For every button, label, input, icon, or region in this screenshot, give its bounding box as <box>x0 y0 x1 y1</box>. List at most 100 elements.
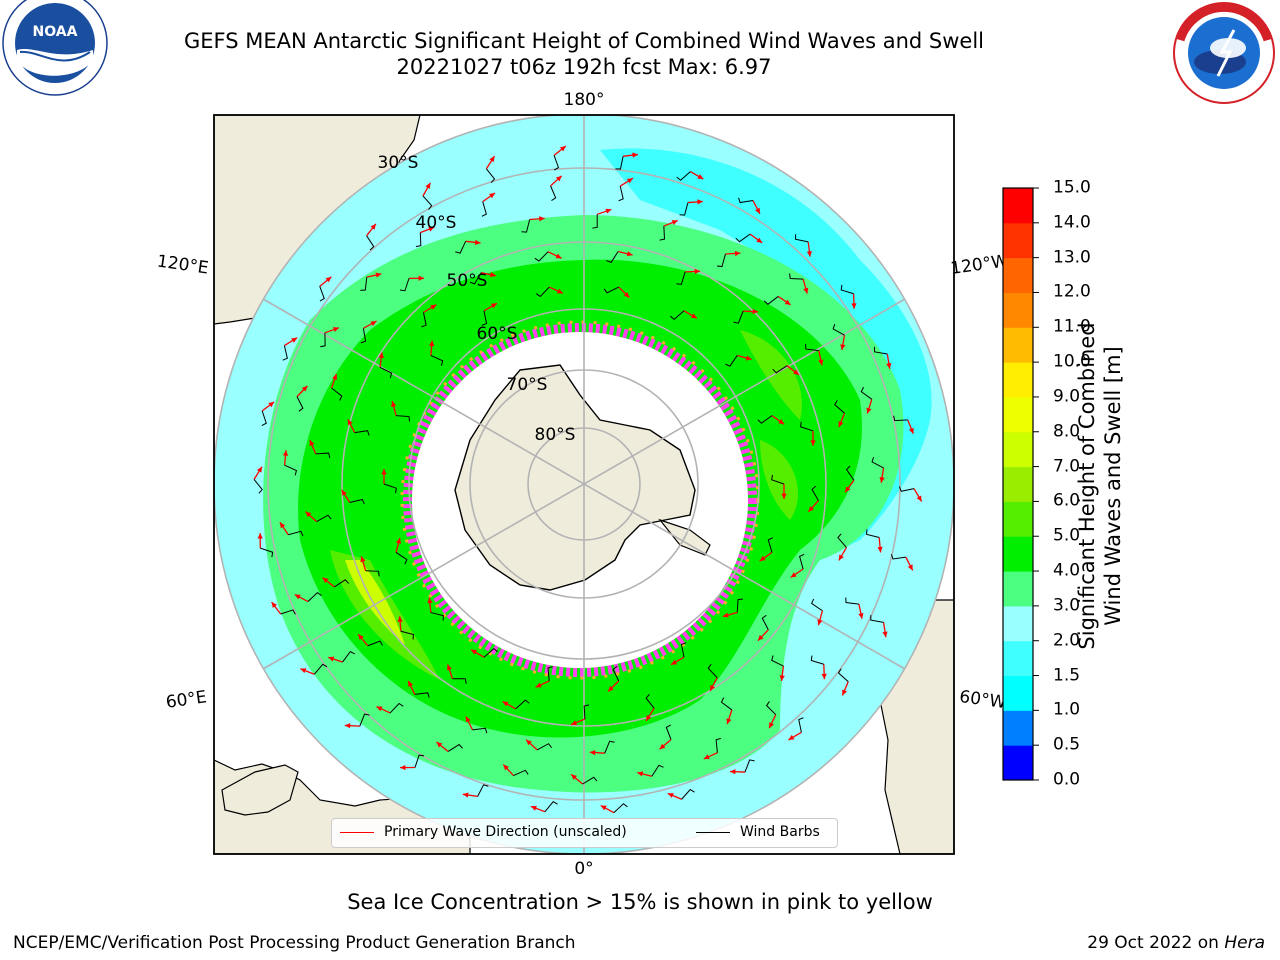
wind-barb <box>396 415 411 422</box>
wind-barb <box>481 310 488 326</box>
wave-direction-arrowhead <box>271 602 277 608</box>
legend-item-wave-direction: Primary Wave Direction (unscaled) <box>340 824 627 840</box>
colorbar <box>1003 187 1039 781</box>
svg-text:NOAA: NOAA <box>33 24 78 40</box>
wind-barb <box>720 697 733 711</box>
wave-direction-arrowhead <box>671 220 678 225</box>
wave-direction-arrowhead <box>757 634 764 641</box>
wind-barb <box>873 346 888 355</box>
wind-barb <box>383 483 397 494</box>
wind-barb <box>845 597 859 605</box>
wave-direction-arrowhead <box>526 739 532 746</box>
wind-barb <box>284 464 298 476</box>
wave-direction-arrowhead <box>608 685 614 692</box>
wave-direction-arrowhead <box>489 192 495 199</box>
wave-direction-arrowhead <box>341 489 347 496</box>
wind-barb <box>715 737 722 753</box>
wind-barb <box>414 692 430 698</box>
colorbar-segment <box>1003 292 1033 328</box>
wind-barb <box>733 310 744 324</box>
colorbar-segment <box>1003 571 1033 607</box>
wind-barb <box>544 801 558 812</box>
wave-direction-arrowhead <box>722 612 729 618</box>
wave-direction-arrowhead <box>810 440 816 446</box>
legend-label-wind-barbs: Wind Barbs <box>740 824 820 840</box>
wave-direction-arrowhead <box>491 303 497 309</box>
colorbar-tick-label: 0.0 <box>1053 769 1081 790</box>
wind-barb <box>761 614 769 631</box>
wind-barb <box>670 310 685 321</box>
wind-barb <box>736 598 744 613</box>
wind-barb <box>834 400 845 414</box>
colorbar-segment <box>1003 640 1033 677</box>
legend: Primary Wave Direction (unscaled) Wind B… <box>331 818 838 848</box>
chart-subtitle: 20221027 t06z 192h fcst Max: 6.97 <box>396 55 772 79</box>
wave-direction-arrowhead <box>559 145 566 152</box>
legend-label-wave-direction: Primary Wave Direction (unscaled) <box>384 824 627 840</box>
wind-barb-swatch <box>696 831 730 833</box>
wave-direction-arrowhead <box>806 251 812 257</box>
wind-barb <box>365 570 380 577</box>
colorbar-tick-label: 7.0 <box>1053 456 1081 477</box>
wind-barb <box>307 591 322 602</box>
wave-direction-arrowhead <box>726 718 732 725</box>
footer-date: 29 Oct 2022 on Hera <box>1087 933 1265 953</box>
wind-barb <box>665 724 672 740</box>
wave-direction-arrowhead <box>916 495 922 502</box>
wave-direction-arrowhead <box>556 288 563 294</box>
wave-direction-arrowhead <box>305 511 312 518</box>
wave-direction-arrowhead <box>462 792 469 798</box>
wave-direction-arrowhead <box>555 253 562 259</box>
wind-barb <box>604 740 615 754</box>
wave-direction-arrowhead <box>907 564 913 571</box>
colorbar-segment <box>1003 466 1033 502</box>
wind-barb <box>354 430 370 436</box>
wind-barb <box>452 678 467 684</box>
wave-direction-arrowhead <box>866 407 872 414</box>
wind-barb <box>513 769 529 777</box>
wind-barb <box>379 366 393 379</box>
wind-barb <box>535 286 550 298</box>
wind-barb <box>837 533 847 548</box>
wind-barb <box>430 354 444 366</box>
sea-ice-edge <box>403 323 757 677</box>
wave-direction-arrowhead <box>605 208 612 214</box>
colorbar-tick-label: 6.0 <box>1053 490 1081 511</box>
colorbar-segment <box>1003 222 1033 259</box>
colorbar-segment <box>1003 362 1033 398</box>
wind-barb <box>349 498 365 505</box>
wind-barb <box>486 168 496 184</box>
lon-label-60e: 60°E <box>165 687 208 712</box>
wind-barb <box>430 612 444 621</box>
lon-label-180: 180° <box>564 90 605 110</box>
colorbar-title-line2: Wind Waves and Swell [m] <box>1101 346 1125 626</box>
wind-barb <box>680 642 687 658</box>
wave-direction-arrowhead <box>408 680 413 687</box>
wave-direction-arrowhead <box>555 175 562 182</box>
colorbar-segment <box>1003 710 1033 746</box>
wind-barb <box>735 233 751 243</box>
wind-barb <box>296 396 304 412</box>
wind-barb <box>870 615 884 623</box>
wave-direction-arrowhead <box>291 337 298 343</box>
wave-direction-arrowhead <box>817 619 823 626</box>
wave-direction-arrowhead <box>752 308 759 315</box>
wave-direction-arrowhead <box>282 450 289 456</box>
wind-barb <box>767 537 773 553</box>
wind-barb <box>840 284 854 295</box>
wind-barb <box>651 764 664 777</box>
wave-direction-arrowhead <box>474 239 481 245</box>
wave-direction-arrowhead <box>886 363 892 369</box>
wave-direction-arrowhead <box>503 764 509 771</box>
wind-barb <box>676 271 686 285</box>
wind-barb <box>794 234 809 243</box>
wave-direction-arrowhead <box>294 594 301 600</box>
wave-direction-arrowhead <box>325 276 332 283</box>
wave-direction-arrowhead <box>626 178 633 184</box>
wave-direction-arrowhead <box>279 522 286 529</box>
graticule <box>214 115 954 854</box>
lat-label-70s: 70°S <box>507 375 548 395</box>
wind-barb <box>313 663 328 675</box>
wave-direction-arrowhead <box>908 427 914 434</box>
